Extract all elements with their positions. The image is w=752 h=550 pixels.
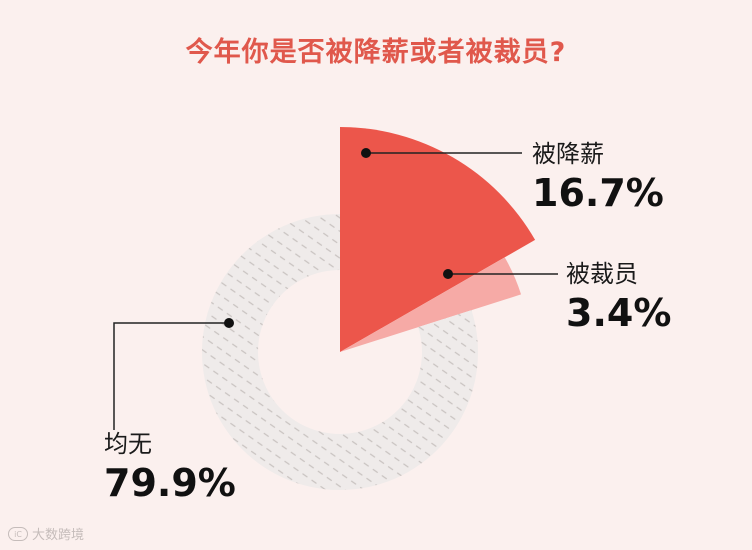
watermark-text: 大数跨境 <box>32 528 85 543</box>
slice-value-laid-off: 3.4% <box>566 291 671 335</box>
leader-dot-laid-off <box>443 269 453 279</box>
slice-label-laid-off: 被裁员 <box>566 260 638 288</box>
watermark: iC 大数跨境 <box>8 524 84 543</box>
slice-value-neither: 79.9% <box>104 461 236 505</box>
slice-laid-off <box>340 257 522 352</box>
slice-pay-cut <box>340 127 536 352</box>
leader-dot-neither <box>224 318 234 328</box>
slice-value-pay-cut: 16.7% <box>532 171 664 215</box>
slice-label-neither: 均无 <box>104 430 152 458</box>
leader-line-neither <box>113 322 229 430</box>
slice-label-pay-cut: 被降薪 <box>532 140 604 168</box>
watermark-logo-icon: iC <box>8 526 28 541</box>
leader-dot-pay-cut <box>361 148 371 158</box>
slice-neither <box>201 214 478 490</box>
chart-title: 今年你是否被降薪或者被裁员? <box>185 37 567 68</box>
